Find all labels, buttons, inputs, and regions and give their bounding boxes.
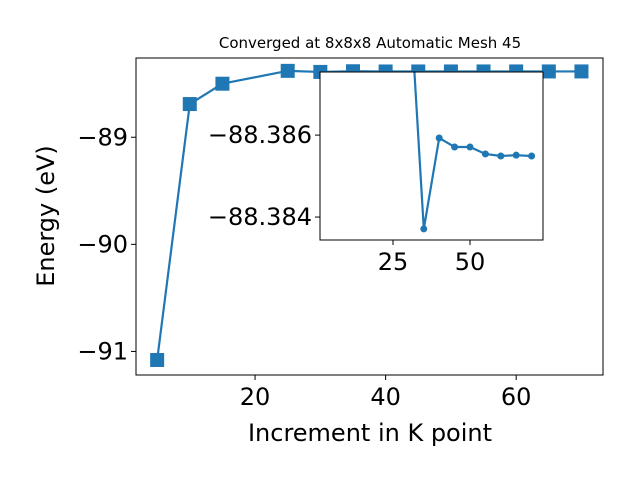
y-tick-label: −89 [77,123,128,151]
marker [215,76,230,91]
y-tick-label: −90 [77,230,128,258]
y-tick-label: −91 [77,337,128,365]
marker [574,64,589,79]
x-tick-label: 40 [370,383,401,411]
marker [435,134,443,142]
y-axis-label: Energy (eV) [32,145,60,287]
x-tick-label: 20 [240,383,271,411]
axes-frame [135,57,604,376]
marker [451,143,459,151]
axes-frame [319,71,544,241]
marker [512,151,520,159]
marker [150,353,165,368]
x-axis-label: Increment in K point [248,419,492,447]
y-tick-label: −88.386 [208,121,312,149]
x-tick-label: 25 [378,248,409,276]
x-tick-label: 50 [455,248,486,276]
marker [280,63,295,78]
y-tick-label: −88.384 [208,203,312,231]
marker [466,143,474,151]
marker [182,97,197,112]
chart-title: Converged at 8x8x8 Automatic Mesh 45 [219,34,521,52]
marker [497,152,505,160]
marker [528,152,536,160]
marker [541,64,556,79]
plot-series [413,72,536,233]
x-tick-label: 60 [501,383,532,411]
marker [420,225,428,233]
marker [481,150,489,158]
